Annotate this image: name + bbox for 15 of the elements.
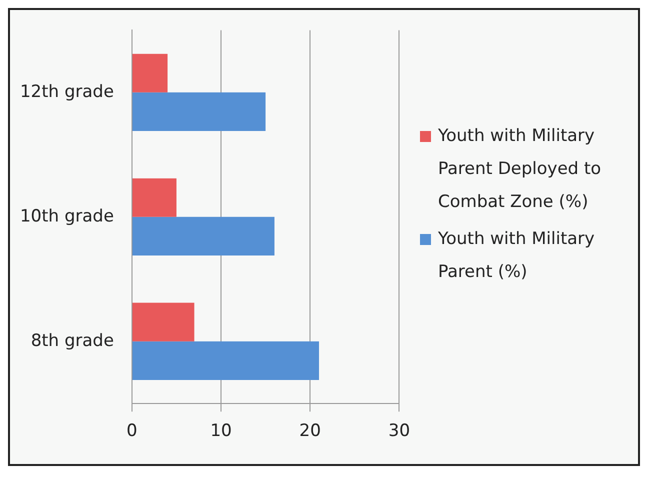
x-tick-label: 20: [299, 421, 321, 442]
bar: [132, 341, 320, 380]
x-tick-label: 0: [126, 421, 138, 442]
y-tick-label: 12th grade: [20, 82, 114, 102]
bar: [132, 54, 168, 92]
x-tick-label: 30: [388, 421, 410, 442]
bar: [132, 302, 194, 342]
y-tick-label: 8th grade: [30, 330, 114, 351]
legend-label: Youth with Military Parent (%): [438, 228, 596, 284]
legend-label: Youth with Military Parent Deployed to Combat Zone (%): [438, 125, 602, 214]
bar: [132, 216, 274, 256]
bar: [132, 92, 266, 132]
bar: [132, 178, 176, 217]
x-tick-label: 10: [210, 421, 232, 442]
y-tick-label: 10th grade: [20, 206, 114, 226]
